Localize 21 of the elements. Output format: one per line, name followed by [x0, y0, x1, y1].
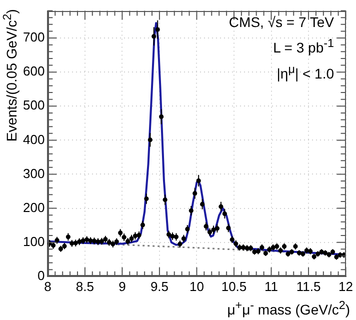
x-tick-label: 10: [189, 278, 204, 294]
y-tick-label: 0: [37, 268, 45, 283]
x-axis-title: μ$^{+}$μ$^{-}$ mass (GeV/c$^{2}$): [227, 299, 350, 318]
x-tick-label: 8.5: [76, 278, 94, 294]
annotation: CMS, √s = 7 TeV: [228, 13, 334, 32]
x-tick-label: 11: [264, 278, 278, 294]
x-tick-label: 12: [338, 278, 354, 294]
y-tick-label: 700: [22, 30, 45, 45]
x-tick-label: 9.5: [150, 278, 169, 294]
y-tick-label: 100: [22, 234, 45, 249]
annotation: L = 3 pb$^{-1}$: [272, 36, 334, 58]
x-tick-label: 9: [118, 278, 126, 294]
y-tick-label: 600: [22, 64, 45, 79]
annotation: |η$^{μ}$| < 1.0: [276, 62, 334, 84]
y-tick-label: 500: [22, 98, 45, 113]
x-tick-label: 11.5: [296, 278, 321, 294]
x-tick-label: 10.5: [221, 278, 247, 294]
y-tick-label: 400: [22, 132, 45, 147]
y-tick-label: 300: [22, 166, 45, 181]
y-tick-label: 200: [22, 200, 45, 215]
x-tick-label: 8: [44, 278, 52, 294]
